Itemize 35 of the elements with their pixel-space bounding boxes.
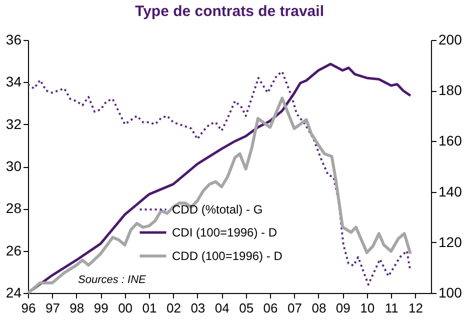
- x-tick-label: 11: [384, 300, 398, 316]
- y-tick-label: 26: [6, 242, 22, 258]
- y-tick-label: 28: [6, 200, 22, 216]
- legend-label: CDD (100=1996) - D: [172, 249, 283, 263]
- legend-label: CDI (100=1996) - D: [172, 226, 278, 240]
- x-tick-label: 06: [263, 300, 278, 316]
- y2-tick-label: 180: [438, 82, 462, 98]
- annotation: Sources : INE: [78, 274, 147, 286]
- y-tick-label: 24: [6, 284, 22, 300]
- y-tick-label: 32: [6, 116, 22, 132]
- x-tick-label: 99: [94, 300, 108, 316]
- x-tick-label: 96: [21, 300, 36, 316]
- y-tick-label: 34: [6, 74, 22, 90]
- x-tick-label: 08: [312, 300, 326, 316]
- y-tick-label: 36: [6, 32, 22, 48]
- x-tick-label: 12: [408, 300, 423, 316]
- x-tick-label: 09: [336, 300, 350, 316]
- x-tick-label: 05: [239, 300, 254, 316]
- x-tick-label: 98: [70, 300, 84, 316]
- x-tick-label: 00: [118, 300, 133, 316]
- y2-tick-label: 120: [438, 234, 462, 250]
- x-tick-label: 07: [288, 300, 302, 316]
- x-tick-label: 97: [45, 300, 60, 316]
- x-tick-label: 04: [214, 300, 230, 316]
- x-tick-label: 03: [190, 300, 206, 316]
- y-tick-label: 30: [6, 158, 22, 174]
- x-tick-label: 02: [166, 300, 181, 316]
- x-tick-label: 10: [360, 300, 375, 316]
- x-tick-label: 01: [142, 300, 157, 316]
- y2-tick-label: 200: [438, 32, 462, 48]
- y2-tick-label: 100: [438, 284, 462, 300]
- y2-tick-label: 140: [438, 183, 462, 200]
- chart-title: Type de contrats de travail: [135, 3, 324, 20]
- legend-label: CDD (%total) - G: [172, 202, 263, 216]
- y2-tick-label: 160: [438, 132, 462, 149]
